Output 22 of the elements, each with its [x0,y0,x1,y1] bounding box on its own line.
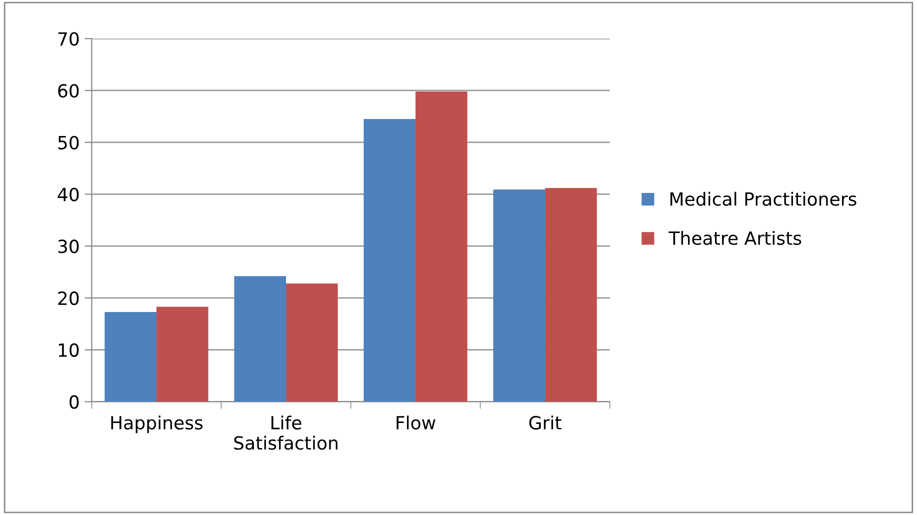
bar [545,188,597,402]
y-tick-label: 70 [58,32,79,46]
y-tick-label: 20 [58,291,79,306]
x-tick-label: Life Satisfaction [234,416,338,450]
bar [104,312,156,402]
legend-label: Medical Practitioners [670,192,856,206]
y-tick-label: 10 [58,343,79,357]
x-tick-label: Grit [529,416,562,430]
bar [234,276,286,402]
bar [416,92,468,402]
y-tick-label: 30 [58,240,79,254]
bar [364,119,416,402]
bar [493,190,546,402]
legend-label: Theatre Artists [668,230,802,245]
bar [156,306,208,402]
y-tick-label: 40 [58,188,79,202]
x-tick-label: Flow [396,416,436,430]
y-tick-label: 50 [58,136,79,150]
x-tick-label: Happiness [111,416,203,434]
y-tick-label: 0 [70,395,79,409]
bar [286,283,338,402]
y-tick-label: 60 [58,84,79,98]
